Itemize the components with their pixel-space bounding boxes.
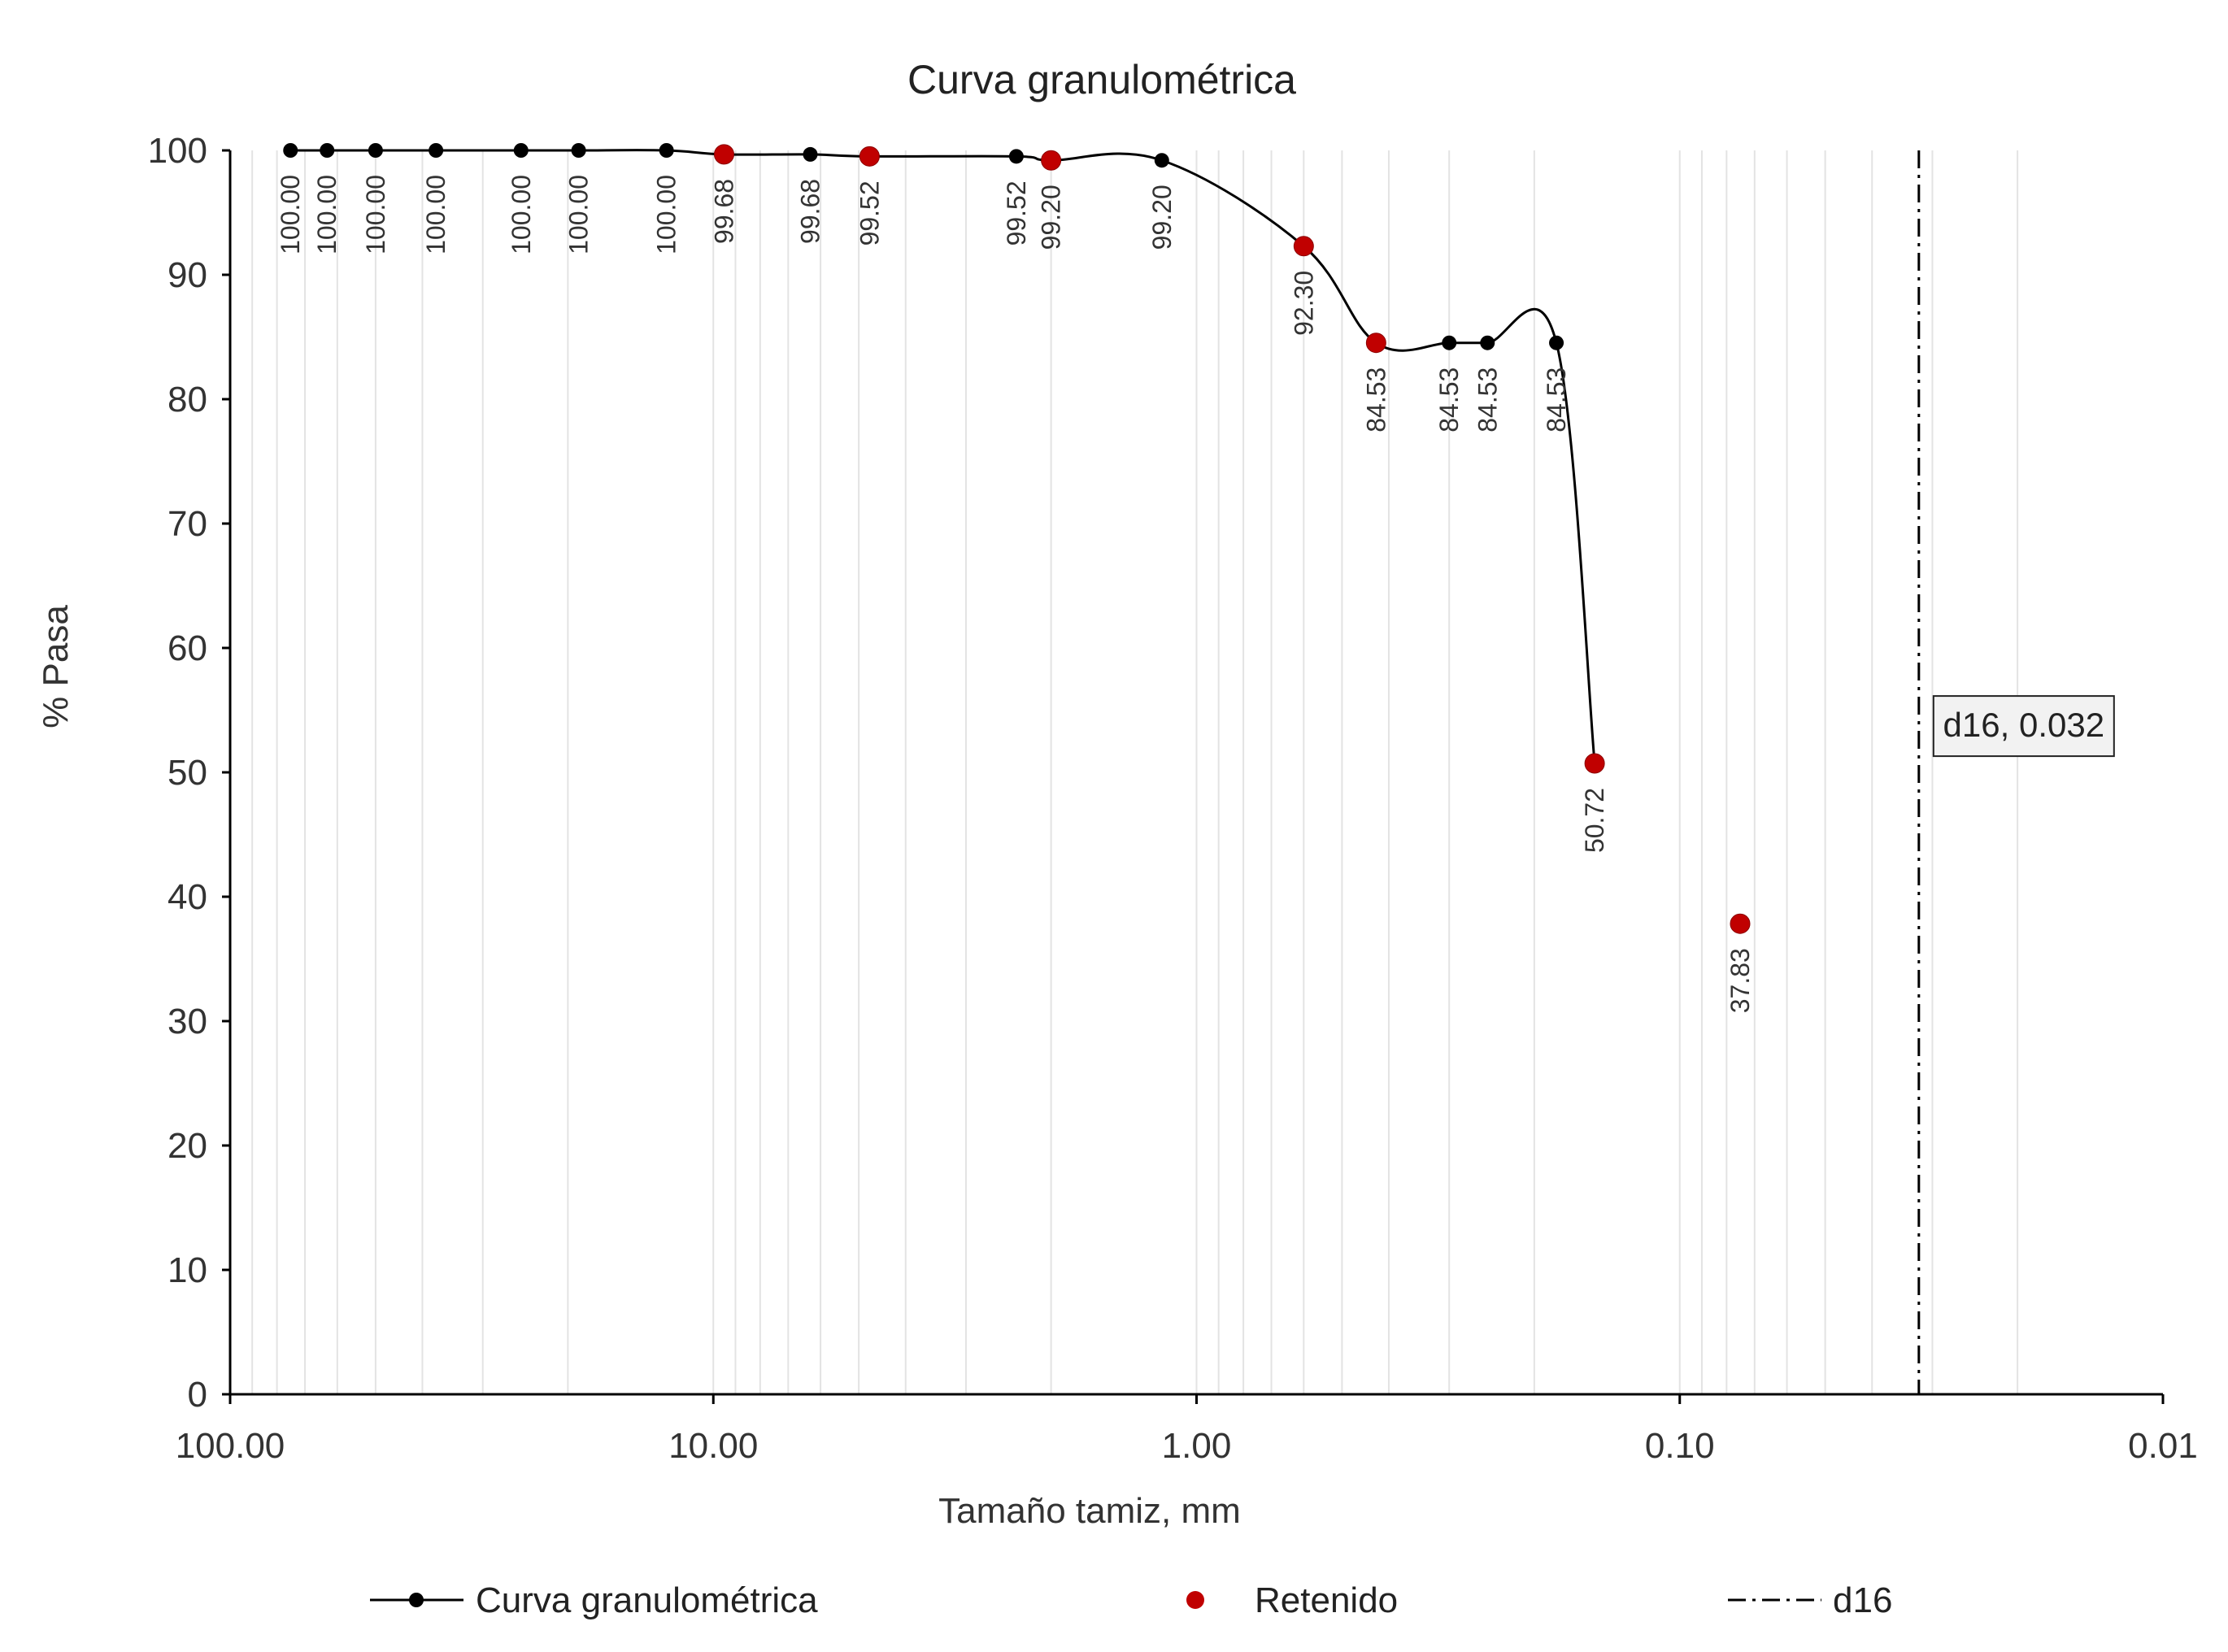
data-label: 99.68: [795, 179, 825, 244]
data-label: 99.20: [1037, 185, 1066, 250]
curve-point: [368, 143, 383, 158]
x-axis-label: Tamaño tamiz, mm: [938, 1491, 1241, 1531]
d16-annotation: d16, 0.032: [1932, 695, 2115, 758]
retenido-point: [1365, 333, 1386, 354]
curve-point: [1549, 335, 1564, 350]
x-tick-label: 0.10: [1645, 1426, 1715, 1466]
curve-point: [571, 143, 586, 158]
y-axis-label: % Pasa: [36, 605, 76, 728]
y-tick-label: 60: [168, 628, 207, 668]
curve-point: [803, 146, 818, 162]
curve-point: [659, 143, 674, 158]
data-label: 100.00: [361, 175, 390, 254]
curve-point: [320, 143, 335, 158]
data-label: 99.52: [1002, 180, 1031, 246]
grid: [251, 150, 2019, 1394]
data-label: 100.00: [312, 175, 342, 254]
data-label: 92.30: [1289, 271, 1318, 336]
legend-marker-swatch: [409, 1593, 424, 1607]
data-label: 84.53: [1434, 367, 1464, 433]
curve-point: [429, 143, 444, 158]
legend: Curva granulométrica Retenido d16: [370, 1580, 1892, 1620]
retenido-point: [1041, 150, 1062, 171]
y-tick-label: 40: [168, 877, 207, 917]
curve-point: [1480, 335, 1495, 350]
x-tick-label: 0.01: [2128, 1426, 2198, 1466]
curve-point: [283, 143, 298, 158]
x-tick-label: 100.00: [176, 1426, 285, 1466]
retenido-point: [1584, 753, 1605, 774]
retenido-point: [859, 146, 880, 167]
axes: 0 10 20 30 40 50 60 70 80 90 100 100.00 10.00 1.00 0.1…: [148, 131, 2198, 1466]
y-tick-label: 0: [188, 1375, 207, 1415]
data-label: 99.52: [855, 180, 884, 246]
data-label: 100.00: [507, 175, 536, 254]
data-label: 100.00: [652, 175, 681, 254]
data-label: 84.53: [1542, 367, 1571, 433]
legend-label-d16: d16: [1833, 1580, 1892, 1620]
curve-point: [1008, 149, 1024, 164]
y-tick-label: 30: [168, 1002, 207, 1041]
legend-retenido-swatch: [1186, 1591, 1204, 1609]
data-label: 99.20: [1147, 185, 1177, 250]
y-tick-label: 90: [168, 255, 207, 295]
y-tick-label: 80: [168, 380, 207, 420]
curve-series: [283, 143, 1603, 771]
retenido-point: [1293, 236, 1314, 257]
y-tick-label: 70: [168, 504, 207, 544]
y-tick-label: 20: [168, 1126, 207, 1166]
retenido-point: [1730, 913, 1751, 934]
y-tick-label: 50: [168, 753, 207, 793]
data-label: 99.68: [709, 179, 738, 244]
data-label: 100.00: [564, 175, 594, 254]
curve-point: [1442, 335, 1457, 350]
retenido-point: [713, 144, 734, 165]
curve-line: [290, 149, 1596, 764]
data-label: 100.00: [421, 175, 450, 254]
data-label: 100.00: [276, 175, 305, 254]
curve-point: [513, 143, 529, 158]
data-label: 84.53: [1361, 367, 1390, 433]
data-label: 50.72: [1580, 788, 1609, 853]
retenido-series: [713, 144, 1751, 934]
annotation-box: [1932, 695, 2115, 758]
legend-label-curva: Curva granulométrica: [476, 1580, 818, 1620]
y-tick-label: 10: [168, 1250, 207, 1290]
y-tick-label: 100: [148, 131, 207, 171]
x-tick-label: 1.00: [1162, 1426, 1232, 1466]
legend-label-retenido: Retenido: [1255, 1580, 1398, 1620]
curve-point: [1154, 153, 1169, 168]
data-label: 84.53: [1473, 367, 1502, 433]
annotation-text: d16, 0.032: [1943, 706, 2105, 744]
data-label: 37.83: [1725, 948, 1755, 1013]
data-labels: 100.00 100.00 100.00 100.00 100.00 100.00 100.…: [276, 175, 1755, 1013]
chart-title: Curva granulométrica: [907, 57, 1296, 102]
x-tick-label: 10.00: [668, 1426, 758, 1466]
